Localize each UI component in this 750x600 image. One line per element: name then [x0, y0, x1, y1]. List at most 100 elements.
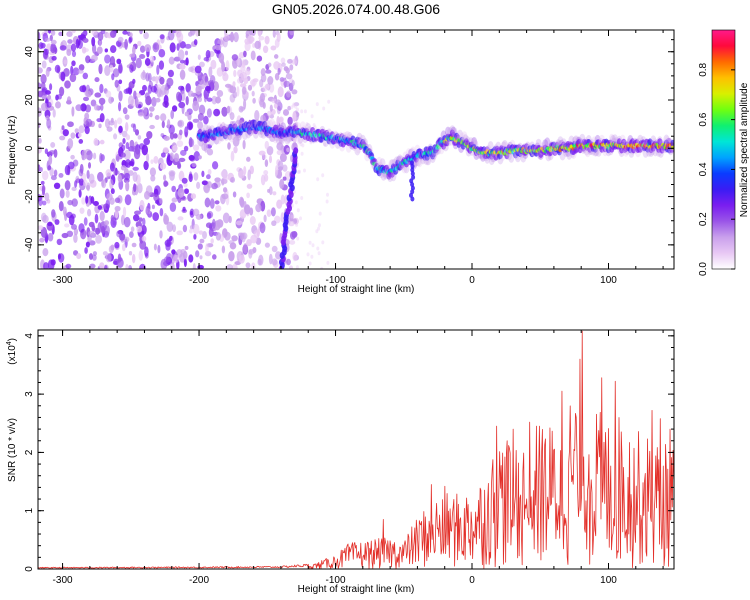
spectrogram-cell-674 — [41, 170, 49, 181]
spectrogram-cell-1244 — [311, 243, 315, 248]
snr-x-tick-label-0: -300 — [53, 575, 73, 586]
colorbar-tick-label-3: 0.6 — [698, 112, 709, 126]
spectrogram-cell-8 — [64, 80, 71, 89]
spectrogram-cell-1026 — [66, 211, 73, 219]
spectrogram-cell-1246 — [326, 192, 329, 197]
spectrogram-cell-227 — [169, 42, 176, 53]
spectrogram-cell-1058 — [283, 66, 289, 72]
spectrogram-cell-1063 — [136, 225, 143, 233]
spectrogram-cell-1040 — [277, 160, 284, 172]
spectrogram-cell-803 — [163, 180, 168, 188]
spectrogram-cell-719 — [43, 262, 49, 269]
spectrogram-cell-593 — [274, 165, 279, 177]
spectrogram-cell-949 — [205, 243, 209, 254]
spectrogram-cell-2052 — [471, 137, 478, 147]
spectrogram-cell-334 — [241, 59, 246, 69]
spectrogram-cell-1133 — [123, 216, 131, 228]
spectrogram-cell-257 — [99, 83, 104, 94]
snr-x-ticks: -300 -200 -100 0 100 — [53, 330, 664, 586]
spectrogram-cell-393 — [71, 60, 76, 67]
spectrogram-cell-151 — [124, 194, 132, 206]
spectrogram-cell-990 — [180, 149, 187, 156]
spectrogram-cell-85 — [206, 108, 212, 118]
spectrogram-cell-826 — [67, 199, 74, 206]
snr-x-tick-label-3: 0 — [469, 575, 475, 586]
spectrogram-cell-223 — [232, 136, 240, 147]
spectrogram-cell-1153 — [147, 84, 153, 94]
spectrogram-cell-933 — [129, 64, 134, 73]
spectrogram-cell-1174 — [109, 45, 117, 54]
spectrogram-cell-707 — [99, 210, 105, 222]
spectrogram-cell-1187 — [195, 84, 202, 95]
spectrogram-cell-860 — [218, 52, 225, 64]
spectrogram-cell-1056 — [105, 169, 112, 177]
spectrogram-cell-1220 — [316, 177, 320, 182]
spectrogram-cell-874 — [229, 31, 235, 43]
spectrogram-cell-620 — [78, 168, 84, 177]
spectrogram-cell-915 — [188, 66, 194, 72]
spectrogram-cell-543 — [143, 138, 151, 146]
spectrogram-cell-882 — [232, 81, 236, 87]
spectrogram-cell-558 — [53, 169, 58, 177]
spectrogram-cell-1245 — [295, 222, 299, 227]
colorbar-tick-label-0: 0.0 — [698, 262, 709, 276]
spectrogram-cell-1168 — [236, 86, 240, 97]
spectrogram-cell-782 — [190, 211, 194, 216]
spectrogram-cell-182 — [199, 255, 203, 260]
spectrogram-cell-1217 — [294, 200, 298, 205]
spectrogram-cell-995 — [44, 48, 50, 56]
spectrogram-cell-1190 — [208, 66, 213, 78]
spectrogram-cell-942 — [167, 152, 171, 162]
spectrogram-cell-531 — [251, 262, 256, 269]
spectrogram-cell-426 — [65, 263, 72, 269]
spectrogram-cell-1108 — [209, 198, 215, 209]
spectrogram-cell-425 — [188, 254, 194, 263]
spectrogram-cell-346 — [152, 42, 160, 53]
spectrogram-cell-1198 — [167, 69, 174, 78]
spectrogram-cell-820 — [144, 44, 152, 52]
spectrogram-cell-1125 — [38, 82, 42, 89]
spectrogram-cell-56 — [247, 84, 253, 91]
spectrogram-cell-1139 — [181, 103, 185, 115]
spectrogram-cell-1105 — [193, 172, 199, 181]
spectrogram-cell-891 — [250, 37, 255, 42]
spectrogram-cell-1062 — [93, 200, 99, 207]
spectrogram-cell-1491 — [267, 119, 273, 130]
spectrogram-cell-330 — [47, 30, 52, 34]
spectrogram-cell-385 — [280, 57, 286, 64]
spectrogram-cell-687 — [188, 154, 195, 161]
spectrogram-x-tick-label-3: 0 — [469, 275, 475, 286]
spectrogram-cell-1257 — [295, 265, 299, 269]
spectrogram-cell-159 — [82, 96, 90, 102]
spectrogram-cell-1127 — [154, 199, 160, 205]
spectrogram-cell-658 — [185, 83, 191, 93]
spectrogram-cell-1194 — [289, 265, 293, 269]
spectrogram-cell-1012 — [116, 230, 122, 238]
spectrogram-cell-888 — [285, 73, 293, 80]
spectrogram-cell-554 — [40, 73, 47, 84]
spectrogram-cell-1088 — [110, 244, 115, 251]
spectrogram-cell-700 — [275, 251, 282, 260]
spectrogram-cell-1899 — [415, 156, 422, 167]
spectrogram-cell-1044 — [46, 118, 52, 129]
spectrogram-cell-1202 — [318, 211, 322, 216]
snr-y-tick-label-0: 0 — [24, 566, 35, 572]
spectrogram-cell-911 — [292, 111, 297, 122]
spectrogram-cell-809 — [260, 68, 266, 77]
spectrogram-cell-1075 — [71, 186, 77, 192]
spectrogram-cell-753 — [84, 125, 90, 135]
spectrogram-cell-814 — [289, 211, 294, 222]
spectrogram-cell-1196 — [260, 114, 266, 123]
spectrogram-cell-808 — [169, 152, 175, 162]
spectrogram-cell-1085 — [153, 243, 157, 251]
spectrogram-cell-550 — [112, 68, 120, 78]
spectrogram-cell-81 — [274, 72, 280, 81]
spectrogram-cell-784 — [123, 172, 131, 181]
spectrogram-cell-422 — [149, 167, 157, 177]
snr-x-tick-label-1: -200 — [189, 575, 209, 586]
spectrogram-cell-1004 — [220, 193, 226, 205]
snr-y-label: SNR (10 * v/v) — [7, 418, 18, 482]
spectrogram-cell-413 — [44, 192, 50, 202]
spectrogram-cell-1115 — [48, 155, 53, 165]
spectrogram-cell-71 — [262, 45, 269, 54]
